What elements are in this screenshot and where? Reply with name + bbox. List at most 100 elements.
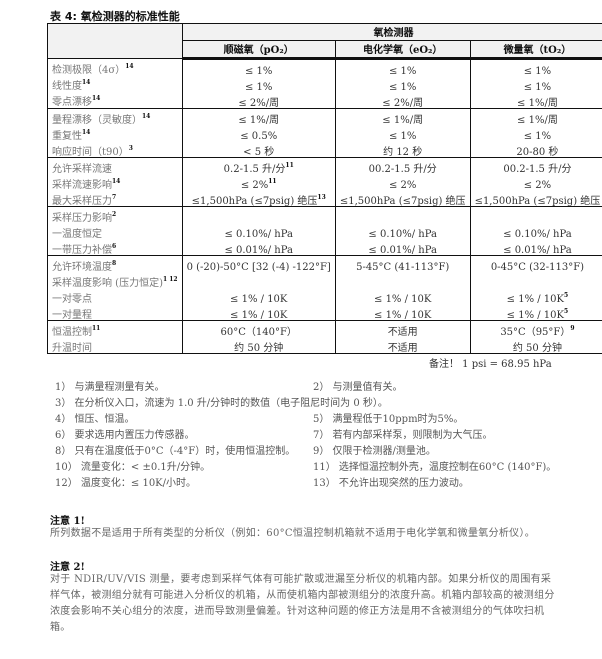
value: ≤ 1% [523, 66, 552, 77]
row-label: 采样压力影响 [52, 213, 112, 224]
cell-line: 60°C（140°F） [187, 321, 331, 338]
footnote: 12） 温度变化：≤ 10K/小时。 [55, 478, 197, 489]
cell-line [475, 207, 601, 223]
cell-line: 恒温控制11 [52, 321, 178, 338]
cell-line: ≤ 1% / 10K [340, 288, 466, 305]
cell-line: 一温度恒定 [52, 223, 178, 240]
value: 约 50 分钟 [512, 343, 562, 354]
cell-line: 约 12 秒 [340, 141, 466, 158]
value: 0.2-1.5 升/分 [223, 164, 286, 175]
footnote: 10） 流量变化：< ±0.1升/分钟。 [55, 462, 211, 473]
footnote: 3） 在分析仪入口，流速为 1.0 升/分钟时的数值（电子阻尼时间为 0 秒）。 [55, 398, 388, 409]
footnote: 7） 若有内部采样泵，则限制为大气压。 [313, 430, 493, 441]
value: 约 50 分钟 [234, 343, 284, 354]
row-label: 零点漂移 [52, 97, 92, 108]
value: ≤ 2% [388, 180, 417, 191]
column-header: 顺磁氧（pO₂） [181, 40, 336, 60]
cell-line: 升温时间 [52, 337, 178, 354]
row-label: 重复性 [52, 131, 82, 142]
row-label: 检测极限（4σ） [52, 65, 126, 76]
footnote-ref: 14 [125, 63, 134, 70]
value-cell: 不适用 不适用 [334, 320, 471, 354]
cell-line: 20-80 秒 [475, 141, 601, 158]
cell-line: 0 (-20)-50°C [32 (-4) -122°F] [187, 256, 331, 273]
cell-line: ≤ 1%/周 [187, 109, 331, 126]
footnote-ref: 14 [112, 178, 121, 185]
footnote-ref: 5 [564, 292, 569, 299]
cell-line: 00.2-1.5 升/分 [340, 158, 466, 175]
cell-line: ≤ 2% [340, 174, 466, 191]
cell-line: ≤ 0.10%/ hPa [187, 223, 331, 240]
value: 不适用 [387, 327, 418, 338]
row-label: 允许采样流速 [52, 164, 112, 175]
cell-line: 5-45°C (41-113°F) [340, 256, 466, 273]
footnote-ref: 5 [564, 308, 569, 315]
note-heading: 注意 2! [50, 562, 85, 573]
row-label-cell: 允许采样流速 采样流速影响14 最大采样压力7 [47, 157, 183, 207]
row-label: 线性度 [52, 81, 82, 92]
table-row-group: 检测极限（4σ）14 线性度14 零点漂移14 ≤ 1% ≤ 1% ≤ 2%/周 ≤ 1% ≤… [47, 58, 602, 109]
cell-line [340, 207, 466, 223]
cell-line: ≤ 0.5% [187, 125, 331, 142]
table-row-group: 允许采样流速 采样流速影响14 最大采样压力7 0.2-1.5 升/分11 ≤ 2% 11… [47, 157, 602, 207]
cell-line: < 5 秒 [187, 141, 331, 158]
footnote-ref: 9 [570, 325, 575, 332]
value: ≤ 1%/周 [238, 115, 280, 126]
value: ≤ 1% [523, 82, 552, 93]
value: ≤ 1% [245, 82, 273, 93]
cell-line: ≤ 0.01%/ hPa [187, 239, 331, 256]
value: ≤ 1% / 10K [230, 310, 288, 321]
footnote: 2） 与测量值有关。 [313, 382, 403, 393]
value: ≤ 2%/周 [238, 98, 280, 109]
row-label-cell: 检测极限（4σ）14 线性度 14 零点漂移14 [47, 58, 183, 109]
row-label: 允许环境温度 [52, 262, 112, 273]
oxygen-detector-table: 氧检测器 顺磁氧（pO₂） 电化学氧（eO₂） 微量氧（tO₂） 检测极限（4σ… [47, 23, 602, 354]
footnote: 9） 仅限于检测器/测量池。 [313, 446, 436, 457]
cell-line: 检测极限（4σ）14 [52, 59, 178, 76]
cell-line: ≤ 1% / 10K [187, 288, 331, 305]
value-cell: ≤ 1% ≤ 1% ≤ 2%/周 [181, 58, 336, 109]
cell-line: 0.2-1.5 升/分11 [187, 158, 331, 175]
cell-line: 最大采样压力7 [52, 190, 178, 207]
cell-line: 允许采样流速 [52, 158, 178, 175]
value: ≤1,500hPa (≤7psig) 绝压 [474, 196, 601, 207]
footnote-ref: 8 [112, 260, 117, 267]
value: 60°C（140°F） [220, 327, 297, 338]
value-cell: 0 (-20)-50°C [32 (-4) -122°F] ≤ 1% / 10K ≤… [181, 255, 336, 321]
row-label: 一温度恒定 [52, 229, 102, 240]
footnote: 5） 满量程低于10ppm时为5%。 [313, 414, 464, 425]
cell-line: 约 50 分钟 [187, 337, 331, 354]
value: 00.2-1.5 升/分 [368, 164, 437, 175]
value: 5-45°C (41-113°F) [356, 262, 450, 273]
value-cell: ≤ 1% ≤ 1% ≤ 2%/周 [334, 58, 471, 109]
remark: 备注！ 1 psi = 68.95 hPa [429, 359, 552, 370]
cell-line: 35°C（95°F）9 [475, 321, 601, 338]
value: ≤ 0.10%/ hPa [503, 229, 572, 240]
cell-line [340, 272, 466, 288]
cell-line: ≤ 1% [340, 125, 466, 142]
value-cell: ≤ 1%/周 ≤ 0.5% < 5 秒 [181, 108, 336, 158]
footnote-ref: 14 [142, 113, 151, 120]
value: 0-45°C (32-113°F) [490, 262, 585, 273]
footnote-ref: 11 [268, 178, 277, 185]
row-label: 采样流速影响 [52, 180, 112, 191]
footnote-ref: 1 12 [162, 276, 178, 283]
cell-line: 采样压力影响2 [52, 207, 178, 224]
cell-line: ≤1,500hPa (≤7psig) 绝压 [474, 190, 601, 207]
value: ≤ 1% [388, 82, 417, 93]
cell-line: 响应时间（t90）3 [52, 141, 178, 158]
cell-line: 零点漂移14 [52, 91, 178, 108]
value: ≤1,500hPa (≤7psig) 绝压 [191, 196, 318, 207]
column-header: 电化学氧（eO₂） [334, 40, 471, 60]
header-corner [47, 23, 183, 59]
value: ≤1,500hPa (≤7psig) 绝压 [339, 196, 466, 207]
value-cell: 0.2-1.5 升/分11 ≤ 2%11 ≤1,500hPa (≤7psig) 绝压… [181, 157, 336, 207]
value-cell: 00.2-1.5 升/分 ≤ 2% ≤1,500hPa (≤7psig) 绝压 [469, 157, 602, 207]
value: ≤ 1%/周 [517, 98, 558, 109]
footnote-ref: 13 [317, 194, 326, 201]
cell-line: ≤ 1% [475, 125, 601, 142]
value: ≤ 1% / 10K [506, 310, 564, 321]
note-heading: 注意 1! [50, 516, 85, 527]
value: ≤ 0.01%/ hPa [224, 245, 293, 256]
value: ≤ 2% [523, 180, 552, 191]
